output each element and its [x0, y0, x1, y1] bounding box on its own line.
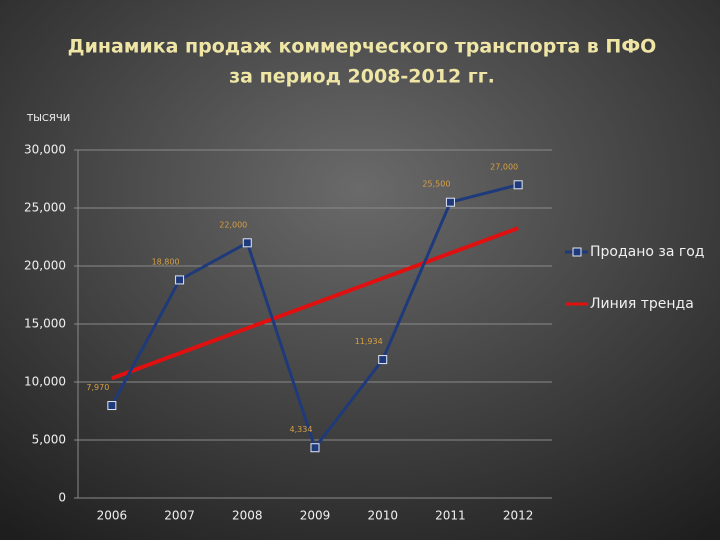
y-tick-label: 30,000	[24, 143, 66, 157]
marker	[378, 355, 388, 365]
x-tick-label: 2006	[97, 509, 128, 523]
x-tick-label: 2012	[503, 509, 534, 523]
data-label: 25,500	[422, 180, 450, 189]
legend-label: Линия тренда	[590, 296, 694, 312]
marker	[107, 401, 117, 411]
data-label: 27,000	[490, 162, 518, 171]
x-tick-label: 2007	[164, 509, 195, 523]
marker	[175, 275, 185, 285]
data-label: 4,334	[290, 425, 313, 434]
y-tick-label: 0	[58, 491, 66, 505]
legend-label: Продано за год	[590, 244, 704, 260]
x-tick-label: 2011	[435, 509, 466, 523]
data-label: 11,934	[355, 337, 383, 346]
y-axis-label: ТЫСЯЧИ	[26, 113, 70, 124]
x-tick-label: 2008	[232, 509, 263, 523]
y-tick-label: 20,000	[24, 259, 66, 273]
y-tick-label: 15,000	[24, 317, 66, 331]
marker	[242, 238, 252, 248]
y-tick-label: 25,000	[24, 201, 66, 215]
x-tick-label: 2009	[300, 509, 331, 523]
chart-title: за период 2008-2012 гг.	[229, 66, 495, 88]
data-label: 18,800	[152, 257, 180, 266]
marker	[445, 197, 455, 207]
chart-title: Динамика продаж коммерческого транспорта…	[68, 36, 657, 58]
trend-line	[111, 226, 519, 381]
data-label: 7,970	[86, 383, 109, 392]
legend-marker	[572, 247, 582, 257]
x-tick-label: 2010	[367, 509, 398, 523]
marker	[513, 180, 523, 190]
data-label: 22,000	[219, 220, 247, 229]
y-tick-label: 10,000	[24, 375, 66, 389]
y-tick-label: 5,000	[32, 433, 66, 447]
marker	[310, 443, 320, 453]
